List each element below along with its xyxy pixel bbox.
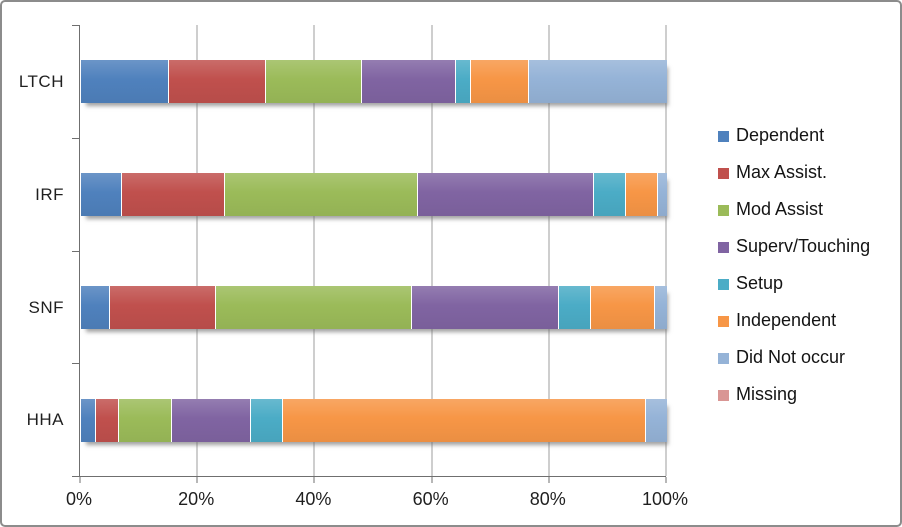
x-tick-label: 80% bbox=[529, 489, 566, 509]
legend-swatch-icon bbox=[718, 241, 729, 253]
bar-segment-mod-assist bbox=[224, 173, 418, 216]
legend-label: Missing bbox=[736, 384, 798, 404]
legend-item-did-not-occur: Did Not occur bbox=[718, 339, 900, 376]
bar-segment-independent bbox=[283, 398, 647, 442]
x-axis-tick bbox=[79, 477, 81, 483]
legend-label: Setup bbox=[736, 273, 784, 293]
legend-item-max-assist: Max Assist. bbox=[718, 154, 900, 191]
bar-segment-max-assist bbox=[95, 398, 120, 442]
bar-segment-setup bbox=[593, 173, 626, 216]
bar-snf bbox=[81, 286, 667, 329]
legend-swatch-icon bbox=[718, 389, 729, 401]
value-axis: 0% 20% 40% 60% 80% 100% bbox=[66, 489, 688, 511]
bar-segment-superv-touching bbox=[412, 286, 559, 329]
x-tick-label: 20% bbox=[178, 489, 215, 509]
legend-item-dependent: Dependent bbox=[718, 117, 900, 154]
legend-label: Mod Assist bbox=[736, 199, 824, 219]
bar-segment-dependent bbox=[81, 60, 169, 103]
legend-label: Independent bbox=[736, 310, 837, 330]
y-axis-tick bbox=[72, 363, 80, 365]
y-axis-tick bbox=[72, 476, 80, 477]
legend-label: Max Assist. bbox=[736, 162, 828, 182]
gridline bbox=[665, 25, 667, 476]
legend: Dependent Max Assist. Mod Assist Superv/Tou… bbox=[718, 117, 900, 413]
bar-segment-did-not-occur bbox=[646, 398, 667, 442]
x-axis-tick bbox=[431, 477, 433, 483]
category-label-ltch: LTCH bbox=[18, 71, 64, 91]
legend-label: Dependent bbox=[736, 125, 825, 145]
gridline bbox=[313, 25, 315, 476]
legend-item-superv-touching: Superv/Touching bbox=[718, 228, 900, 265]
gridline bbox=[548, 25, 550, 476]
bar-irf bbox=[81, 173, 667, 216]
legend-swatch-icon bbox=[718, 130, 729, 142]
category-label-snf: SNF bbox=[28, 297, 64, 317]
legend-item-independent: Independent bbox=[718, 302, 900, 339]
gridline bbox=[196, 25, 198, 476]
legend-label: Did Not occur bbox=[736, 347, 846, 367]
bar-segment-dependent bbox=[81, 286, 111, 329]
bar-segment-independent bbox=[625, 173, 659, 216]
bar-segment-max-assist bbox=[122, 173, 225, 216]
x-axis-tick bbox=[548, 477, 550, 483]
legend-swatch-icon bbox=[718, 204, 729, 216]
bar-hha bbox=[81, 398, 667, 442]
bar-segment-did-not-occur bbox=[658, 173, 667, 216]
bar-ltch bbox=[81, 60, 667, 103]
legend-item-missing: Missing bbox=[718, 376, 900, 413]
bar-segment-mod-assist bbox=[265, 60, 363, 103]
y-axis-tick bbox=[72, 250, 80, 252]
bar-segment-dependent bbox=[81, 398, 96, 442]
category-label-irf: IRF bbox=[35, 184, 64, 204]
bar-segment-dependent bbox=[81, 173, 123, 216]
bar-segment-setup bbox=[456, 60, 471, 103]
x-tick-label: 0% bbox=[65, 489, 93, 509]
bar-segment-independent bbox=[470, 60, 530, 103]
legend-item-mod-assist: Mod Assist bbox=[718, 191, 900, 228]
x-axis-tick bbox=[313, 477, 315, 483]
x-tick-label: 40% bbox=[295, 489, 332, 509]
bar-segment-independent bbox=[590, 286, 656, 329]
x-axis-tick bbox=[665, 477, 667, 483]
bar-segment-did-not-occur bbox=[529, 60, 667, 103]
bar-segment-max-assist bbox=[110, 286, 216, 329]
y-axis-tick bbox=[72, 137, 80, 139]
bar-segment-did-not-occur bbox=[655, 286, 667, 329]
category-label-hha: HHA bbox=[26, 410, 64, 429]
bar-segment-mod-assist bbox=[215, 286, 413, 329]
bar-segment-superv-touching bbox=[362, 60, 457, 103]
legend-swatch-icon bbox=[718, 167, 729, 179]
x-tick-label: 60% bbox=[412, 489, 449, 509]
legend-swatch-icon bbox=[718, 315, 729, 327]
bar-segment-setup bbox=[250, 398, 284, 442]
x-tick-label: 100% bbox=[641, 489, 689, 509]
gridline bbox=[431, 25, 433, 476]
bar-segment-superv-touching bbox=[417, 173, 594, 216]
legend-swatch-icon bbox=[718, 352, 729, 364]
bar-segment-superv-touching bbox=[171, 398, 251, 442]
legend-item-setup: Setup bbox=[718, 265, 900, 302]
legend-swatch-icon bbox=[718, 278, 729, 290]
bar-segment-setup bbox=[558, 286, 591, 329]
bar-segment-max-assist bbox=[168, 60, 266, 103]
legend-label: Superv/Touching bbox=[736, 236, 871, 256]
x-axis-tick bbox=[196, 477, 198, 483]
plot-area bbox=[72, 25, 667, 483]
bar-segment-mod-assist bbox=[119, 398, 172, 442]
y-axis-tick bbox=[72, 25, 80, 26]
